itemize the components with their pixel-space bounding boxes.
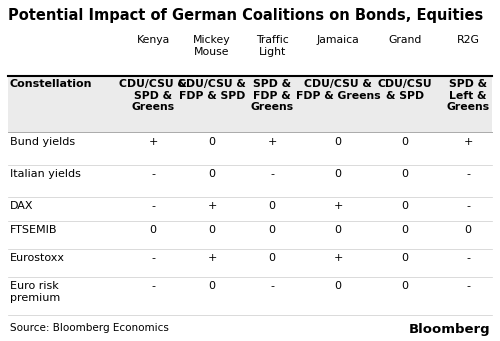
Text: 0: 0 — [268, 253, 276, 263]
Text: -: - — [151, 281, 155, 291]
Text: Potential Impact of German Coalitions on Bonds, Equities: Potential Impact of German Coalitions on… — [8, 8, 483, 23]
Text: -: - — [466, 169, 470, 179]
Text: Bund yields: Bund yields — [10, 137, 75, 147]
Text: 0: 0 — [208, 281, 216, 291]
Text: 0: 0 — [402, 137, 408, 147]
Text: Grand: Grand — [388, 35, 422, 45]
Text: Italian yields: Italian yields — [10, 169, 81, 179]
Text: -: - — [151, 253, 155, 263]
Text: Eurostoxx: Eurostoxx — [10, 253, 65, 263]
Text: 0: 0 — [334, 137, 342, 147]
Text: 0: 0 — [150, 225, 156, 235]
Text: 0: 0 — [208, 137, 216, 147]
Text: Constellation: Constellation — [10, 79, 92, 89]
Text: Kenya: Kenya — [136, 35, 170, 45]
Text: Bloomberg: Bloomberg — [408, 323, 490, 336]
Text: -: - — [466, 281, 470, 291]
Text: Mickey
Mouse: Mickey Mouse — [193, 35, 231, 57]
Text: +: + — [334, 253, 342, 263]
Text: 0: 0 — [334, 225, 342, 235]
Text: -: - — [151, 201, 155, 211]
Text: 0: 0 — [402, 281, 408, 291]
Text: 0: 0 — [402, 253, 408, 263]
Text: SPD &
Left &
Greens: SPD & Left & Greens — [446, 79, 490, 112]
Text: +: + — [464, 137, 472, 147]
Text: Traffic
Light: Traffic Light — [256, 35, 288, 57]
Text: Euro risk
premium: Euro risk premium — [10, 281, 60, 302]
Text: CDU/CSU &
SPD &
Greens: CDU/CSU & SPD & Greens — [119, 79, 187, 112]
Text: 0: 0 — [402, 201, 408, 211]
Text: 0: 0 — [402, 169, 408, 179]
Text: SPD &
FDP &
Greens: SPD & FDP & Greens — [250, 79, 294, 112]
Text: CDU/CSU &
FDP & Greens: CDU/CSU & FDP & Greens — [296, 79, 380, 101]
Text: 0: 0 — [464, 225, 471, 235]
Bar — [8, 77, 492, 132]
Text: +: + — [334, 201, 342, 211]
Text: 0: 0 — [268, 225, 276, 235]
Text: -: - — [466, 201, 470, 211]
Text: Jamaica: Jamaica — [316, 35, 360, 45]
Text: +: + — [268, 137, 276, 147]
Text: 0: 0 — [268, 201, 276, 211]
Text: 0: 0 — [208, 225, 216, 235]
Text: -: - — [270, 169, 274, 179]
Text: DAX: DAX — [10, 201, 34, 211]
Text: +: + — [208, 201, 216, 211]
Text: +: + — [148, 137, 158, 147]
Text: 0: 0 — [334, 281, 342, 291]
Text: Source: Bloomberg Economics: Source: Bloomberg Economics — [10, 323, 169, 333]
Text: -: - — [270, 281, 274, 291]
Text: CDU/CSU &
FDP & SPD: CDU/CSU & FDP & SPD — [178, 79, 246, 101]
Text: 0: 0 — [334, 169, 342, 179]
Text: FTSEMIB: FTSEMIB — [10, 225, 58, 235]
Text: 0: 0 — [402, 225, 408, 235]
Text: +: + — [208, 253, 216, 263]
Text: CDU/CSU
& SPD: CDU/CSU & SPD — [378, 79, 432, 101]
Text: -: - — [466, 253, 470, 263]
Text: -: - — [151, 169, 155, 179]
Text: R2G: R2G — [456, 35, 479, 45]
Text: 0: 0 — [208, 169, 216, 179]
